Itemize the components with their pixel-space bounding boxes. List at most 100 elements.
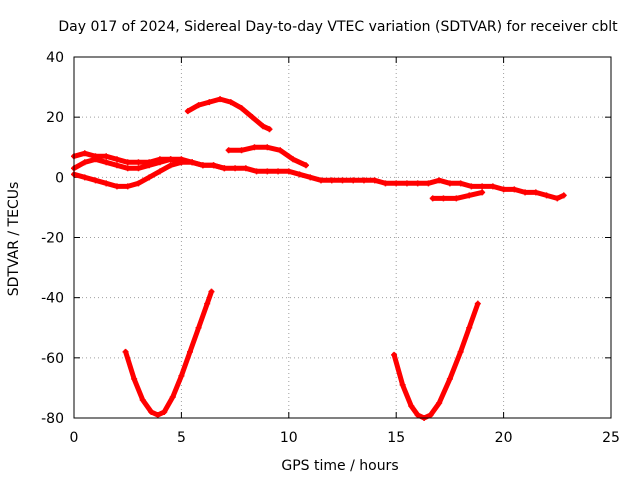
data-point <box>156 168 163 175</box>
series-line <box>185 96 272 132</box>
data-point <box>131 375 138 382</box>
data-point <box>436 177 443 184</box>
series-upper-arc <box>184 96 273 133</box>
data-point <box>264 168 271 175</box>
data-point <box>429 195 436 202</box>
data-point <box>238 105 245 112</box>
plot-frame <box>73 56 612 419</box>
data-point <box>302 162 309 169</box>
data-point <box>167 162 174 169</box>
data-point <box>225 147 232 154</box>
data-point <box>154 411 161 418</box>
data-point <box>124 159 131 166</box>
data-point <box>221 165 228 172</box>
grid <box>74 57 611 418</box>
data-point <box>92 153 99 160</box>
x-tick-label: 20 <box>495 430 513 446</box>
data-point <box>360 177 367 184</box>
data-point <box>318 177 325 184</box>
data-point <box>81 150 88 157</box>
data-point <box>103 153 110 160</box>
data-point <box>307 174 314 181</box>
data-point <box>178 372 185 379</box>
x-axis-label: GPS time / hours <box>281 458 398 474</box>
data-point <box>371 177 378 184</box>
data-point <box>414 411 421 418</box>
data-point <box>554 195 561 202</box>
data-point <box>81 159 88 166</box>
data-point <box>238 147 245 154</box>
y-tick-label: -20 <box>41 231 64 247</box>
data-point <box>414 180 421 187</box>
data-point <box>266 126 273 133</box>
data-point <box>113 156 120 163</box>
data-point <box>479 183 486 190</box>
data-point <box>543 192 550 199</box>
data-point <box>474 300 481 307</box>
data-point <box>184 108 191 115</box>
y-tick-label: -80 <box>41 411 64 427</box>
data-point <box>290 156 297 163</box>
x-tick-label: 15 <box>387 430 405 446</box>
data-point <box>391 351 398 358</box>
data-point <box>277 147 284 154</box>
data-point <box>275 168 282 175</box>
x-tick-label: 10 <box>280 430 298 446</box>
data-point <box>339 177 346 184</box>
data-point <box>446 375 453 382</box>
series-line <box>391 301 481 421</box>
data-point <box>195 102 202 109</box>
data-point <box>217 96 224 103</box>
data-point <box>208 288 215 295</box>
data-point <box>232 165 239 172</box>
data-point <box>124 165 131 172</box>
data-point <box>195 324 202 331</box>
axis-ticks: 0 5 10 15 20 25 -80 -60 -40 -20 0 20 40 <box>41 50 620 446</box>
data-point <box>260 123 267 130</box>
series-low-segment <box>429 189 486 202</box>
data-point <box>532 189 539 196</box>
data-point <box>427 411 434 418</box>
data-point <box>169 393 176 400</box>
data-point <box>167 156 174 163</box>
series-main-band-c <box>71 159 185 190</box>
data-point <box>399 381 406 388</box>
data-point <box>122 348 129 355</box>
data-point <box>403 180 410 187</box>
data-point <box>285 168 292 175</box>
data-point <box>457 180 464 187</box>
data-point <box>146 174 153 181</box>
data-point <box>199 162 206 169</box>
data-point <box>393 180 400 187</box>
data-point <box>453 195 460 202</box>
data-marks <box>71 96 567 421</box>
data-point <box>425 180 432 187</box>
data-point <box>227 99 234 106</box>
data-point <box>206 99 213 106</box>
series-line <box>123 289 214 418</box>
data-point <box>468 183 475 190</box>
data-point <box>178 159 185 166</box>
series-dip-1 <box>122 288 215 418</box>
data-point <box>189 159 196 166</box>
data-point <box>296 171 303 178</box>
data-point <box>242 165 249 172</box>
series-mid-arc <box>225 144 309 169</box>
data-point <box>466 192 473 199</box>
series-dip-2 <box>391 300 481 421</box>
data-point <box>500 186 507 193</box>
data-point <box>135 180 142 187</box>
data-point <box>328 177 335 184</box>
data-point <box>440 195 447 202</box>
y-tick-label: 20 <box>46 110 64 126</box>
data-point <box>446 180 453 187</box>
data-point <box>264 144 271 151</box>
y-tick-label: -40 <box>41 291 64 307</box>
data-point <box>436 399 443 406</box>
y-axis-label: SDTVAR / TECUs <box>6 182 22 297</box>
data-point <box>382 180 389 187</box>
data-point <box>139 396 146 403</box>
data-point <box>186 348 193 355</box>
chart-title: Day 017 of 2024, Sidereal Day-to-day VTE… <box>58 19 618 35</box>
data-point <box>251 144 258 151</box>
